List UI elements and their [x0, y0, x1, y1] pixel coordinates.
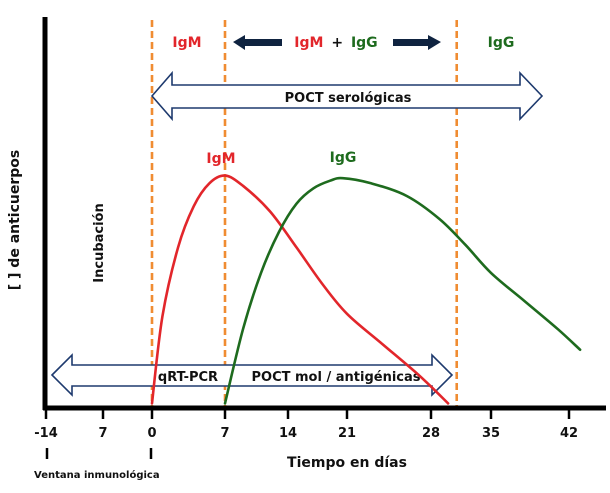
- x-tick-label: 0: [147, 426, 156, 441]
- poct-mol-label: POCT mol / antigénicas: [252, 370, 421, 385]
- phase-mix-plus: +: [331, 35, 343, 51]
- phase-mix-igm: IgM: [294, 35, 323, 51]
- marker-lines: [150, 20, 459, 406]
- x-tick-label: 21: [338, 426, 356, 441]
- right-arrow-icon: [393, 35, 441, 50]
- x-tick-label: 14: [279, 426, 297, 441]
- phase-mix-igg: IgG: [351, 35, 378, 51]
- window-label: Ventana inmunológica: [34, 469, 160, 481]
- x-tick-label: 7: [220, 426, 229, 441]
- incubation-label: Incubación: [92, 203, 107, 282]
- x-tick-label: -14: [34, 426, 58, 441]
- igg-curve: [223, 176, 582, 405]
- serology-double-arrow: POCT serológicas: [150, 70, 544, 122]
- x-tick-label: 35: [482, 426, 500, 441]
- x-tick-label: 28: [422, 426, 440, 441]
- x-axis-label: Tiempo en días: [287, 455, 407, 471]
- igg-curve-label: IgG: [330, 150, 357, 166]
- antibody-curves: [150, 174, 582, 405]
- x-tick-label: 7: [98, 426, 107, 441]
- phase-igm-label: IgM: [172, 35, 201, 51]
- phase-mix-text: IgM + IgG: [294, 35, 377, 51]
- x-ticks: -14 7 0 7 14 21 28 35 42: [34, 408, 578, 441]
- y-axis-label: [ ] de anticuerpos: [7, 150, 23, 290]
- left-arrow-icon: [233, 35, 282, 50]
- molecular-double-arrow: qRT-PCR POCT mol / antigénicas: [50, 353, 454, 397]
- igm-curve: [150, 174, 450, 405]
- serology-arrow-shape: [150, 70, 544, 122]
- igm-curve-label: IgM: [206, 151, 235, 167]
- serology-label: POCT serológicas: [285, 91, 412, 106]
- qrt-pcr-label: qRT-PCR: [158, 370, 218, 385]
- molecular-arrow-shape: [50, 353, 454, 397]
- phase-mix-header: IgM + IgG: [233, 35, 441, 51]
- phase-igg-label: IgG: [488, 35, 515, 51]
- x-tick-label: 42: [560, 426, 578, 441]
